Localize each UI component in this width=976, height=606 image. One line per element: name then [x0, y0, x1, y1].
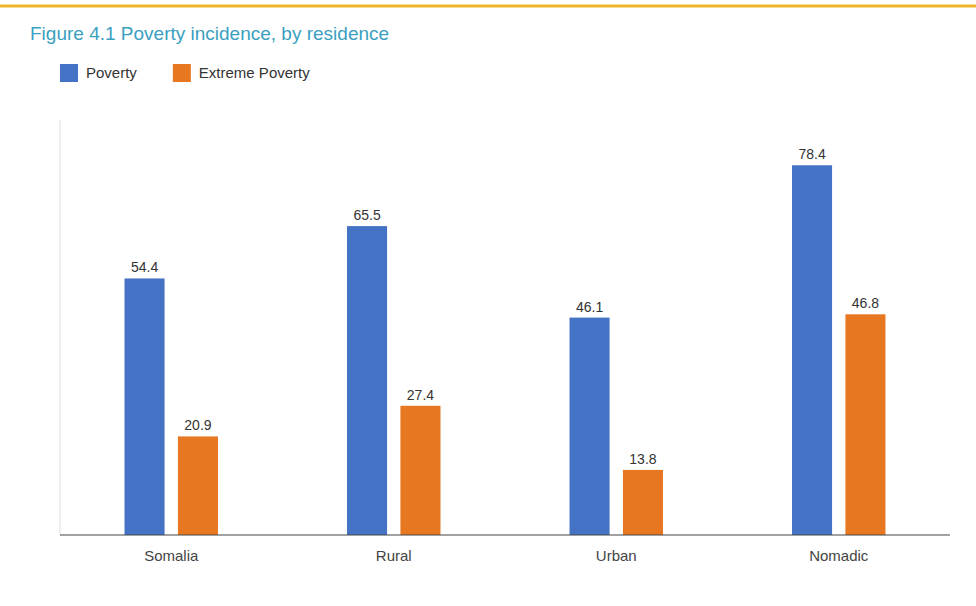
bar [400, 406, 440, 535]
bars [125, 165, 886, 535]
bar [178, 436, 218, 535]
legend-swatch [60, 64, 78, 82]
bar [347, 226, 387, 535]
y-axis-line [60, 120, 61, 535]
legend: Poverty Extreme Poverty [60, 64, 310, 82]
x-axis-line [60, 534, 950, 535]
data-label: 46.8 [852, 295, 879, 311]
bar [125, 278, 165, 535]
x-tick-label: Somalia [144, 547, 199, 564]
data-label: 20.9 [184, 417, 211, 433]
chart-svg: Figure 4.1 Poverty incidence, by residen… [0, 0, 976, 606]
x-tick-label: Urban [596, 547, 637, 564]
x-tick-label: Nomadic [809, 547, 869, 564]
bar [845, 314, 885, 535]
data-label: 13.8 [629, 451, 656, 467]
x-tick-label: Rural [376, 547, 412, 564]
x-tick-labels: Somalia Rural Urban Nomadic [144, 547, 869, 564]
data-label: 54.4 [131, 259, 158, 275]
data-label: 78.4 [798, 146, 825, 162]
bar [570, 318, 610, 535]
bar [623, 470, 663, 535]
chart-container: Figure 4.1 Poverty incidence, by residen… [0, 0, 976, 606]
data-label: 46.1 [576, 299, 603, 315]
bar [792, 165, 832, 535]
legend-swatch [173, 64, 191, 82]
data-labels: 54.4 65.5 46.1 78.4 20.9 27.4 13.8 46.8 [131, 146, 879, 467]
legend-label: Extreme Poverty [199, 64, 310, 81]
decorative-line [0, 5, 976, 8]
title: Figure 4.1 Poverty incidence, by residen… [30, 23, 389, 44]
legend-label: Poverty [86, 64, 137, 81]
data-label: 65.5 [353, 207, 380, 223]
data-label: 27.4 [407, 387, 434, 403]
